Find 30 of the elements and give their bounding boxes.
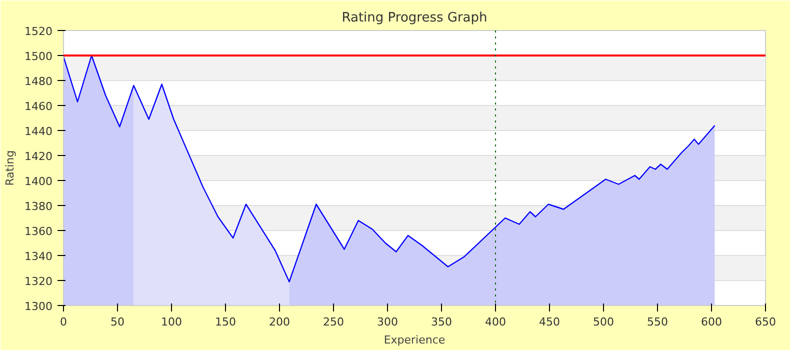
y-tick-label: 1320 — [24, 275, 53, 288]
y-tick-label: 1480 — [24, 75, 53, 88]
y-tick-label: 1340 — [24, 250, 53, 263]
x-tick-label: 350 — [431, 316, 452, 328]
y-tick-label: 1460 — [24, 100, 53, 113]
x-axis-title: Experience — [384, 334, 446, 346]
x-tick-label: 250 — [323, 316, 344, 328]
y-tick-label: 1520 — [24, 25, 53, 38]
x-tick-label: 450 — [539, 316, 560, 328]
y-tick-label: 1300 — [24, 300, 53, 313]
y-axis-title: Rating — [4, 150, 17, 186]
x-tick-label: 150 — [215, 316, 236, 328]
line-series — [64, 54, 716, 282]
y-tick-label: 1440 — [24, 125, 53, 138]
y-tick-label: 1380 — [24, 200, 53, 213]
chart-title: Rating Progress Graph — [342, 10, 488, 26]
x-tick-label: 0 — [60, 316, 67, 328]
y-tick-label: 1500 — [24, 50, 53, 63]
x-tick-label: 50 — [110, 316, 124, 328]
x-tick-label: 200 — [269, 316, 290, 328]
x-tick-label: 650 — [755, 316, 776, 328]
x-tick-label: 600 — [701, 316, 722, 328]
x-tick-label: 400 — [485, 316, 506, 328]
y-tick-label: 1360 — [24, 225, 53, 238]
x-tick-label: 300 — [377, 316, 398, 328]
x-tick-label: 550 — [647, 316, 668, 328]
x-tick-label: 100 — [161, 316, 182, 328]
y-tick-label: 1420 — [24, 150, 53, 163]
x-tick-label: 500 — [593, 316, 614, 328]
y-tick-label: 1400 — [24, 175, 53, 188]
